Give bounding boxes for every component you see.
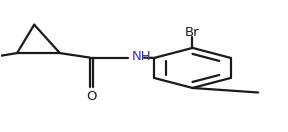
Text: Br: Br [185, 26, 200, 39]
Text: O: O [86, 90, 97, 103]
Text: NH: NH [132, 50, 151, 63]
